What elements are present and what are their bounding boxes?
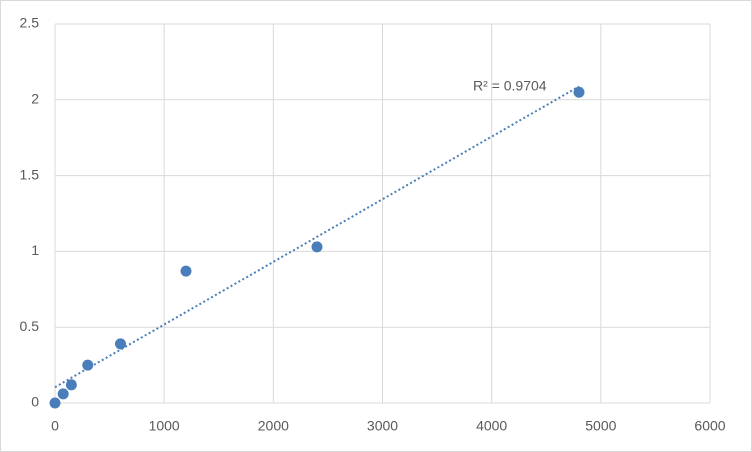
x-tick-label: 2000 <box>258 418 289 434</box>
data-point <box>180 265 192 277</box>
x-tick-label: 1000 <box>149 418 180 434</box>
y-tick-label: 0.5 <box>20 318 40 334</box>
y-tick-label: 1.5 <box>20 166 40 182</box>
data-point <box>57 388 69 400</box>
data-point <box>311 241 323 253</box>
data-point <box>65 379 77 391</box>
data-point <box>49 397 61 409</box>
x-tick-label: 3000 <box>367 418 398 434</box>
y-tick-label: 2 <box>31 91 39 107</box>
y-tick-label: 0 <box>31 394 39 410</box>
x-tick-label: 4000 <box>476 418 507 434</box>
data-point <box>82 359 94 371</box>
data-point <box>115 338 126 350</box>
x-tick-label: 5000 <box>585 418 616 434</box>
trendline <box>54 85 580 389</box>
data-point <box>573 86 585 98</box>
y-tick-label: 1 <box>31 242 39 258</box>
x-tick-label: 6000 <box>694 418 725 434</box>
r-squared-annotation: R² = 0.9704 <box>473 78 547 94</box>
x-tick-label: 0 <box>51 418 59 434</box>
y-tick-label: 2.5 <box>20 15 40 31</box>
